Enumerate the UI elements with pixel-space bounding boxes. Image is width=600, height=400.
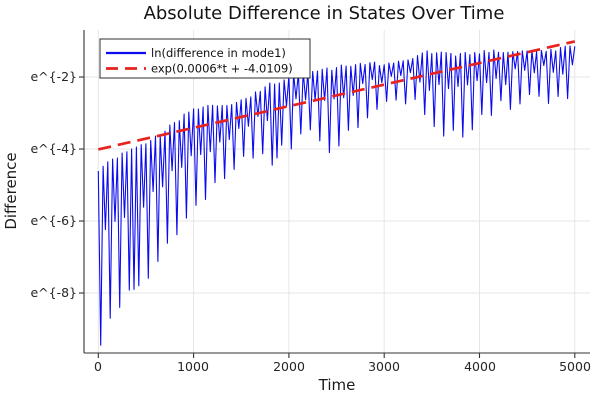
x-tick-label: 2000 [273, 359, 305, 374]
trend-fit-line [98, 40, 576, 151]
legend-box [99, 38, 311, 79]
x-tick-label: 4000 [464, 359, 496, 374]
plot-title: Absolute Difference in States Over Time [144, 3, 505, 24]
legend: ln(difference in mode1) exp(0.0006*t + -… [99, 38, 311, 79]
legend-entry-label: ln(difference in mode1) [151, 46, 286, 60]
legend-entry-label: exp(0.0006*t + -4.0109) [151, 62, 293, 76]
difference-series-line [97, 45, 576, 346]
y-tick-label: e^{-6} [30, 213, 77, 228]
x-axis-label: Time [318, 376, 356, 394]
axis-ticks [79, 76, 576, 358]
y-tick-label: e^{-4} [30, 141, 77, 156]
x-tick-label: 0 [94, 359, 102, 374]
x-tick-label: 3000 [368, 359, 400, 374]
y-tick-label: e^{-8} [30, 285, 77, 300]
x-tick-label: 1000 [177, 359, 209, 374]
y-axis-label: Difference [2, 152, 20, 229]
y-tick-label: e^{-2} [30, 69, 77, 84]
x-tick-label: 5000 [559, 359, 591, 374]
